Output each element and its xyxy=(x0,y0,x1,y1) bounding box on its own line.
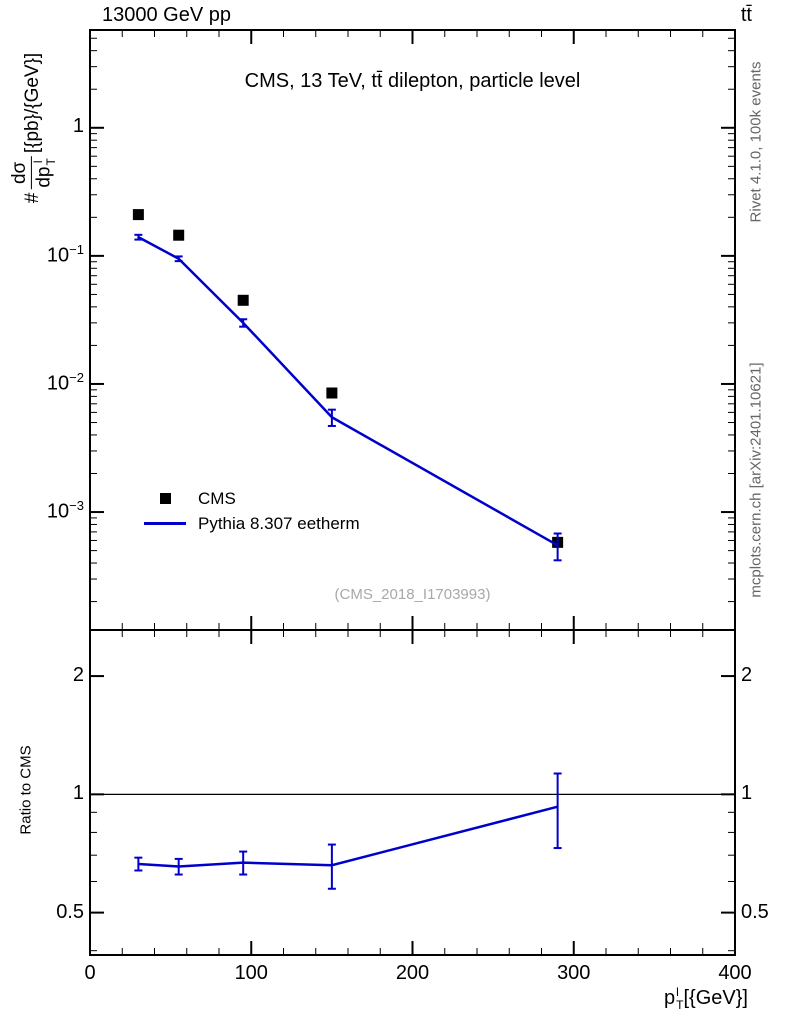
x-axis-label: p l T [{GeV}] xyxy=(664,986,748,1011)
plot-title: CMS, 13 TeV, tt̄ dilepton, particle leve… xyxy=(244,70,581,92)
y-label-den-sub: T xyxy=(43,158,58,166)
x-label-sub: T xyxy=(676,997,684,1012)
legend-label-cms: CMS xyxy=(198,488,236,508)
y-label-den-sup: l xyxy=(30,160,45,164)
y-label-numerator: dσ xyxy=(8,156,32,190)
rivet-version-note: Rivet 4.1.0, 100k events xyxy=(747,61,765,223)
y-label-prefix: # xyxy=(22,192,44,204)
legend-label-pythia: Pythia 8.307 eetherm xyxy=(198,513,360,533)
x-label-sup: l xyxy=(676,985,679,999)
process-label: tt̄ xyxy=(740,4,752,26)
cms-square-marker xyxy=(159,493,171,504)
pythia-line-marker xyxy=(144,522,186,525)
legend-key-cms xyxy=(140,493,190,504)
mcplots-arxiv-note: mcplots.cern.ch [arXiv:2401.10621] xyxy=(747,362,765,598)
y-label-units: [{pb}/{GeV}] xyxy=(22,52,44,154)
ratio-axis-label: Ratio to CMS xyxy=(17,745,35,835)
legend-item-pythia: Pythia 8.307 eetherm xyxy=(140,511,360,536)
y-label-denominator: dp l T xyxy=(30,156,58,189)
y-axis-label: # dσ dp l T [{pb}/{GeV}] xyxy=(8,52,58,204)
x-label-units: [{GeV}] xyxy=(683,986,749,1009)
x-label-base: p xyxy=(664,986,676,1009)
legend: CMS Pythia 8.307 eetherm xyxy=(140,486,360,536)
analysis-id-watermark: (CMS_2018_I1703993) xyxy=(334,586,491,603)
y-label-fraction: dσ dp l T xyxy=(8,156,58,190)
y-label-den-base: dp xyxy=(33,166,55,188)
legend-key-pythia xyxy=(140,522,190,525)
legend-item-cms: CMS xyxy=(140,486,360,511)
beam-energy-label: 13000 GeV pp xyxy=(102,4,231,26)
